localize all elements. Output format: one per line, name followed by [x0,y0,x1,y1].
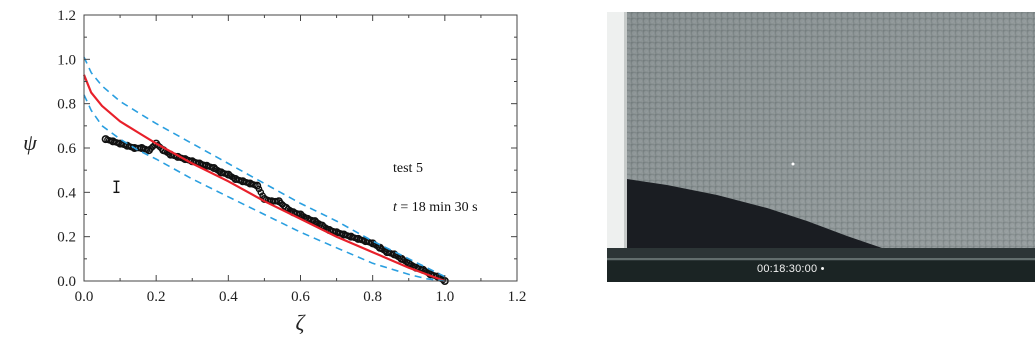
data-point [257,189,265,196]
video-timestamp: 00:18:30:00 • [757,263,825,275]
x-tick-label: 1.0 [435,289,454,305]
y-tick-label: 0.4 [57,185,76,201]
data-point [216,167,223,175]
container-wall [607,12,627,248]
chart: 0.0 0.2 0.4 0.6 0.8 1.0 1.2 0.0 0.2 0.4 0.6 0.8 1.0 1… [23,8,527,335]
y-axis-label: ψ [23,130,37,155]
y-tick-label: 1.0 [57,52,76,68]
x-axis-label: ζ [296,310,307,335]
data-point [230,174,238,182]
base-strip [607,248,1035,262]
x-tick-label: 0.4 [219,289,238,305]
experiment-photo: 00:18:30:00 • [607,12,1035,282]
x-tick-label: 0.0 [75,289,94,305]
y-tick-label: 0.8 [57,97,76,113]
time-value: = 18 min 30 s [397,200,478,215]
time-variable: t [393,200,398,215]
model-bound-curve [83,94,445,282]
light-spot [791,162,795,166]
y-tick-label: 1.2 [57,8,76,24]
y-tick-label: 0.0 [57,274,76,290]
data-point [253,181,262,190]
x-tick-label: 0.6 [291,289,310,305]
data-point [255,185,263,193]
base-bottom [607,261,1035,282]
y-tick-label: 0.2 [57,230,76,246]
model-curve [82,74,446,283]
test-label: test 5 [393,161,423,176]
x-tick-label: 0.2 [147,289,166,305]
photo-illustration [607,12,1035,282]
model-bound-curve [83,56,446,278]
data-point [381,247,389,255]
dark-fluid-region [627,179,937,260]
x-tick-label: 1.2 [508,289,527,305]
wall-edge [624,12,627,248]
time-label: t = 18 min 30 s [393,200,478,215]
x-tick-label: 0.8 [363,289,382,305]
y-tick-label: 0.6 [57,141,76,157]
